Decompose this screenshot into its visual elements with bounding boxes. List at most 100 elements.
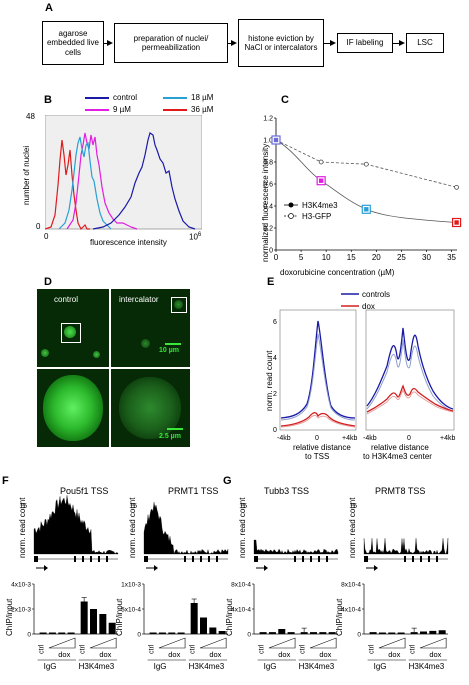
fg-bar-3: [429, 630, 437, 634]
micro-label-control: control: [54, 295, 79, 304]
fg-bar-1: [209, 627, 217, 634]
panel-b-ymax: 48: [26, 112, 35, 121]
fg-track-ylabel-1: norm. read count: [128, 497, 137, 558]
panel-letter-g: G: [223, 475, 232, 487]
fg-bar-ytick-label-2: 0: [247, 632, 251, 639]
scale-label-bottom: 2.5 µm: [159, 433, 181, 440]
nucleus-intercalator-2: [141, 339, 150, 348]
legend-label-h3k4me3: H3K4me3: [302, 201, 338, 210]
fg-bar-ytick-label-0: 4x10-3: [11, 582, 31, 589]
fg-track-ylabel-0: norm. read count: [18, 497, 27, 558]
fg-dox-triangle-1: [158, 637, 186, 649]
c-ytick-label: 1.0: [263, 138, 273, 145]
panel-letter-d: D: [44, 276, 52, 288]
scale-bar-top: [165, 343, 181, 345]
c-xtick-label: 25: [397, 253, 406, 262]
fg-gene-exon-1: [184, 556, 186, 562]
fg-ctrl-label-3: ctrl: [410, 644, 417, 654]
fg-dox-label-1: dox: [209, 650, 221, 659]
e-right-xtick-1: 0: [407, 435, 411, 442]
c-point-h3k4me3: [364, 207, 369, 212]
fg-dox-triangle-3: [419, 637, 447, 649]
fg-bar-0: [48, 632, 56, 634]
fg-bar-ytick-label-1: 1x10-3: [121, 582, 141, 589]
fg-dox-triangle-2: [309, 637, 337, 649]
e-ytick-6: 6: [273, 319, 277, 326]
legend-label-control: control: [113, 93, 138, 102]
fg-ctrl-label-0: ctrl: [80, 644, 87, 654]
fg-bar-ylabel-2: ChIP/input: [225, 598, 234, 636]
fg-bar-ytick-label-2: 4x10-4: [231, 607, 251, 614]
fg-title-3: PRMT8 TSS: [375, 486, 425, 496]
fg-dox-triangle-2: [268, 637, 296, 649]
fg-bar-2: [268, 632, 276, 634]
fg-track-scale-0: 15: [19, 503, 27, 510]
c-xtick-label: 35: [447, 253, 456, 262]
fg-gene-exon-1: [200, 556, 202, 562]
e-left-controls-1: [280, 320, 356, 419]
e-right-xlabel-1: relative distance: [371, 443, 429, 452]
fg-ctrl-label-1: ctrl: [149, 644, 156, 654]
fg-track-signal-0: [33, 495, 119, 555]
c-point-h3k4me3: [318, 178, 324, 183]
legend-swatch-control: [85, 97, 109, 99]
fg-dox-label-1: dox: [168, 650, 180, 659]
fg-bar-0: [67, 632, 75, 634]
flow-arrow-2: [228, 43, 232, 44]
fg-group-label-0: IgG: [44, 662, 57, 671]
fg-bar-2: [319, 632, 327, 634]
e-ytick-0: 0: [273, 427, 277, 434]
flow-step-2: preparation of nuclei/ permeabilization: [114, 23, 228, 63]
panel-c-xlabel: doxorubicine concentration (µM): [280, 268, 395, 277]
fg-bar-ylabel-0: ChIP/input: [5, 598, 14, 636]
legend-label-18: 18 µM: [191, 93, 214, 102]
c-xtick-label: 20: [372, 253, 381, 262]
c-xtick-label: 0: [274, 253, 279, 262]
fg-bar-0: [80, 601, 88, 634]
hist-control: [92, 132, 196, 230]
e-left-xlabel-2: to TSS: [305, 452, 329, 461]
e-left-frame: [279, 309, 357, 431]
legend-swatch-18: [163, 97, 187, 99]
fg-gene-exon-3: [364, 556, 368, 562]
panel-e-chart: controls dox norm. read count 0 2 4 6 -4…: [265, 290, 455, 461]
fg-bar-ytick-label-3: 4x10-4: [341, 607, 361, 614]
fg-tss-arrowhead-2: [264, 565, 268, 571]
e-right-controls-1: [366, 327, 454, 410]
e-left-dox-2: [280, 415, 356, 428]
legend-label-dox: dox: [362, 302, 375, 311]
fg-gene-exon-0: [34, 556, 38, 562]
hist-18uM: [58, 136, 112, 230]
fg-track-scale-2: 15: [239, 503, 247, 510]
fg-bar-2: [310, 632, 317, 634]
fg-bar-1: [190, 603, 198, 634]
fg-bar-2: [300, 632, 308, 634]
hist-36uM: [45, 139, 90, 231]
fg-gene-exon-2: [326, 556, 328, 562]
panel-c-chart: 0 0.2 0.4 0.6 0.8 1.0 1.2 0 5 10 15 20 25 30 35 H3K4m…: [263, 116, 462, 277]
c-xtick-label: 10: [322, 253, 331, 262]
e-left-xtick-2: +4kb: [342, 435, 357, 442]
fg-group-label-2: IgG: [264, 662, 277, 671]
fg-gene-exon-3: [404, 556, 406, 562]
c-ytick-label: 0.2: [263, 226, 273, 233]
scale-bar-bottom: [167, 428, 183, 430]
fg-group-label-1: IgG: [154, 662, 167, 671]
fg-bar-1: [149, 632, 157, 634]
fg-gene-exon-0: [82, 556, 84, 562]
nucleus-control-zoom: [43, 375, 103, 441]
panel-b-x1: 106: [189, 232, 202, 242]
fg-gene-exon-3: [436, 556, 438, 562]
fg-gene-exon-1: [208, 556, 210, 562]
fg-bar-0: [108, 622, 116, 634]
c-line-h3k4me3: [275, 139, 457, 223]
fg-track-scale-1: 15: [129, 503, 137, 510]
fg-dox-label-0: dox: [99, 650, 111, 659]
fg-bar-0: [90, 609, 97, 634]
e-left-controls-2: [280, 333, 356, 421]
fg-group-label-1: H3K4me3: [189, 662, 225, 671]
panel-b-ymin: 0: [36, 222, 41, 231]
c-xtick-label: 5: [299, 253, 304, 262]
